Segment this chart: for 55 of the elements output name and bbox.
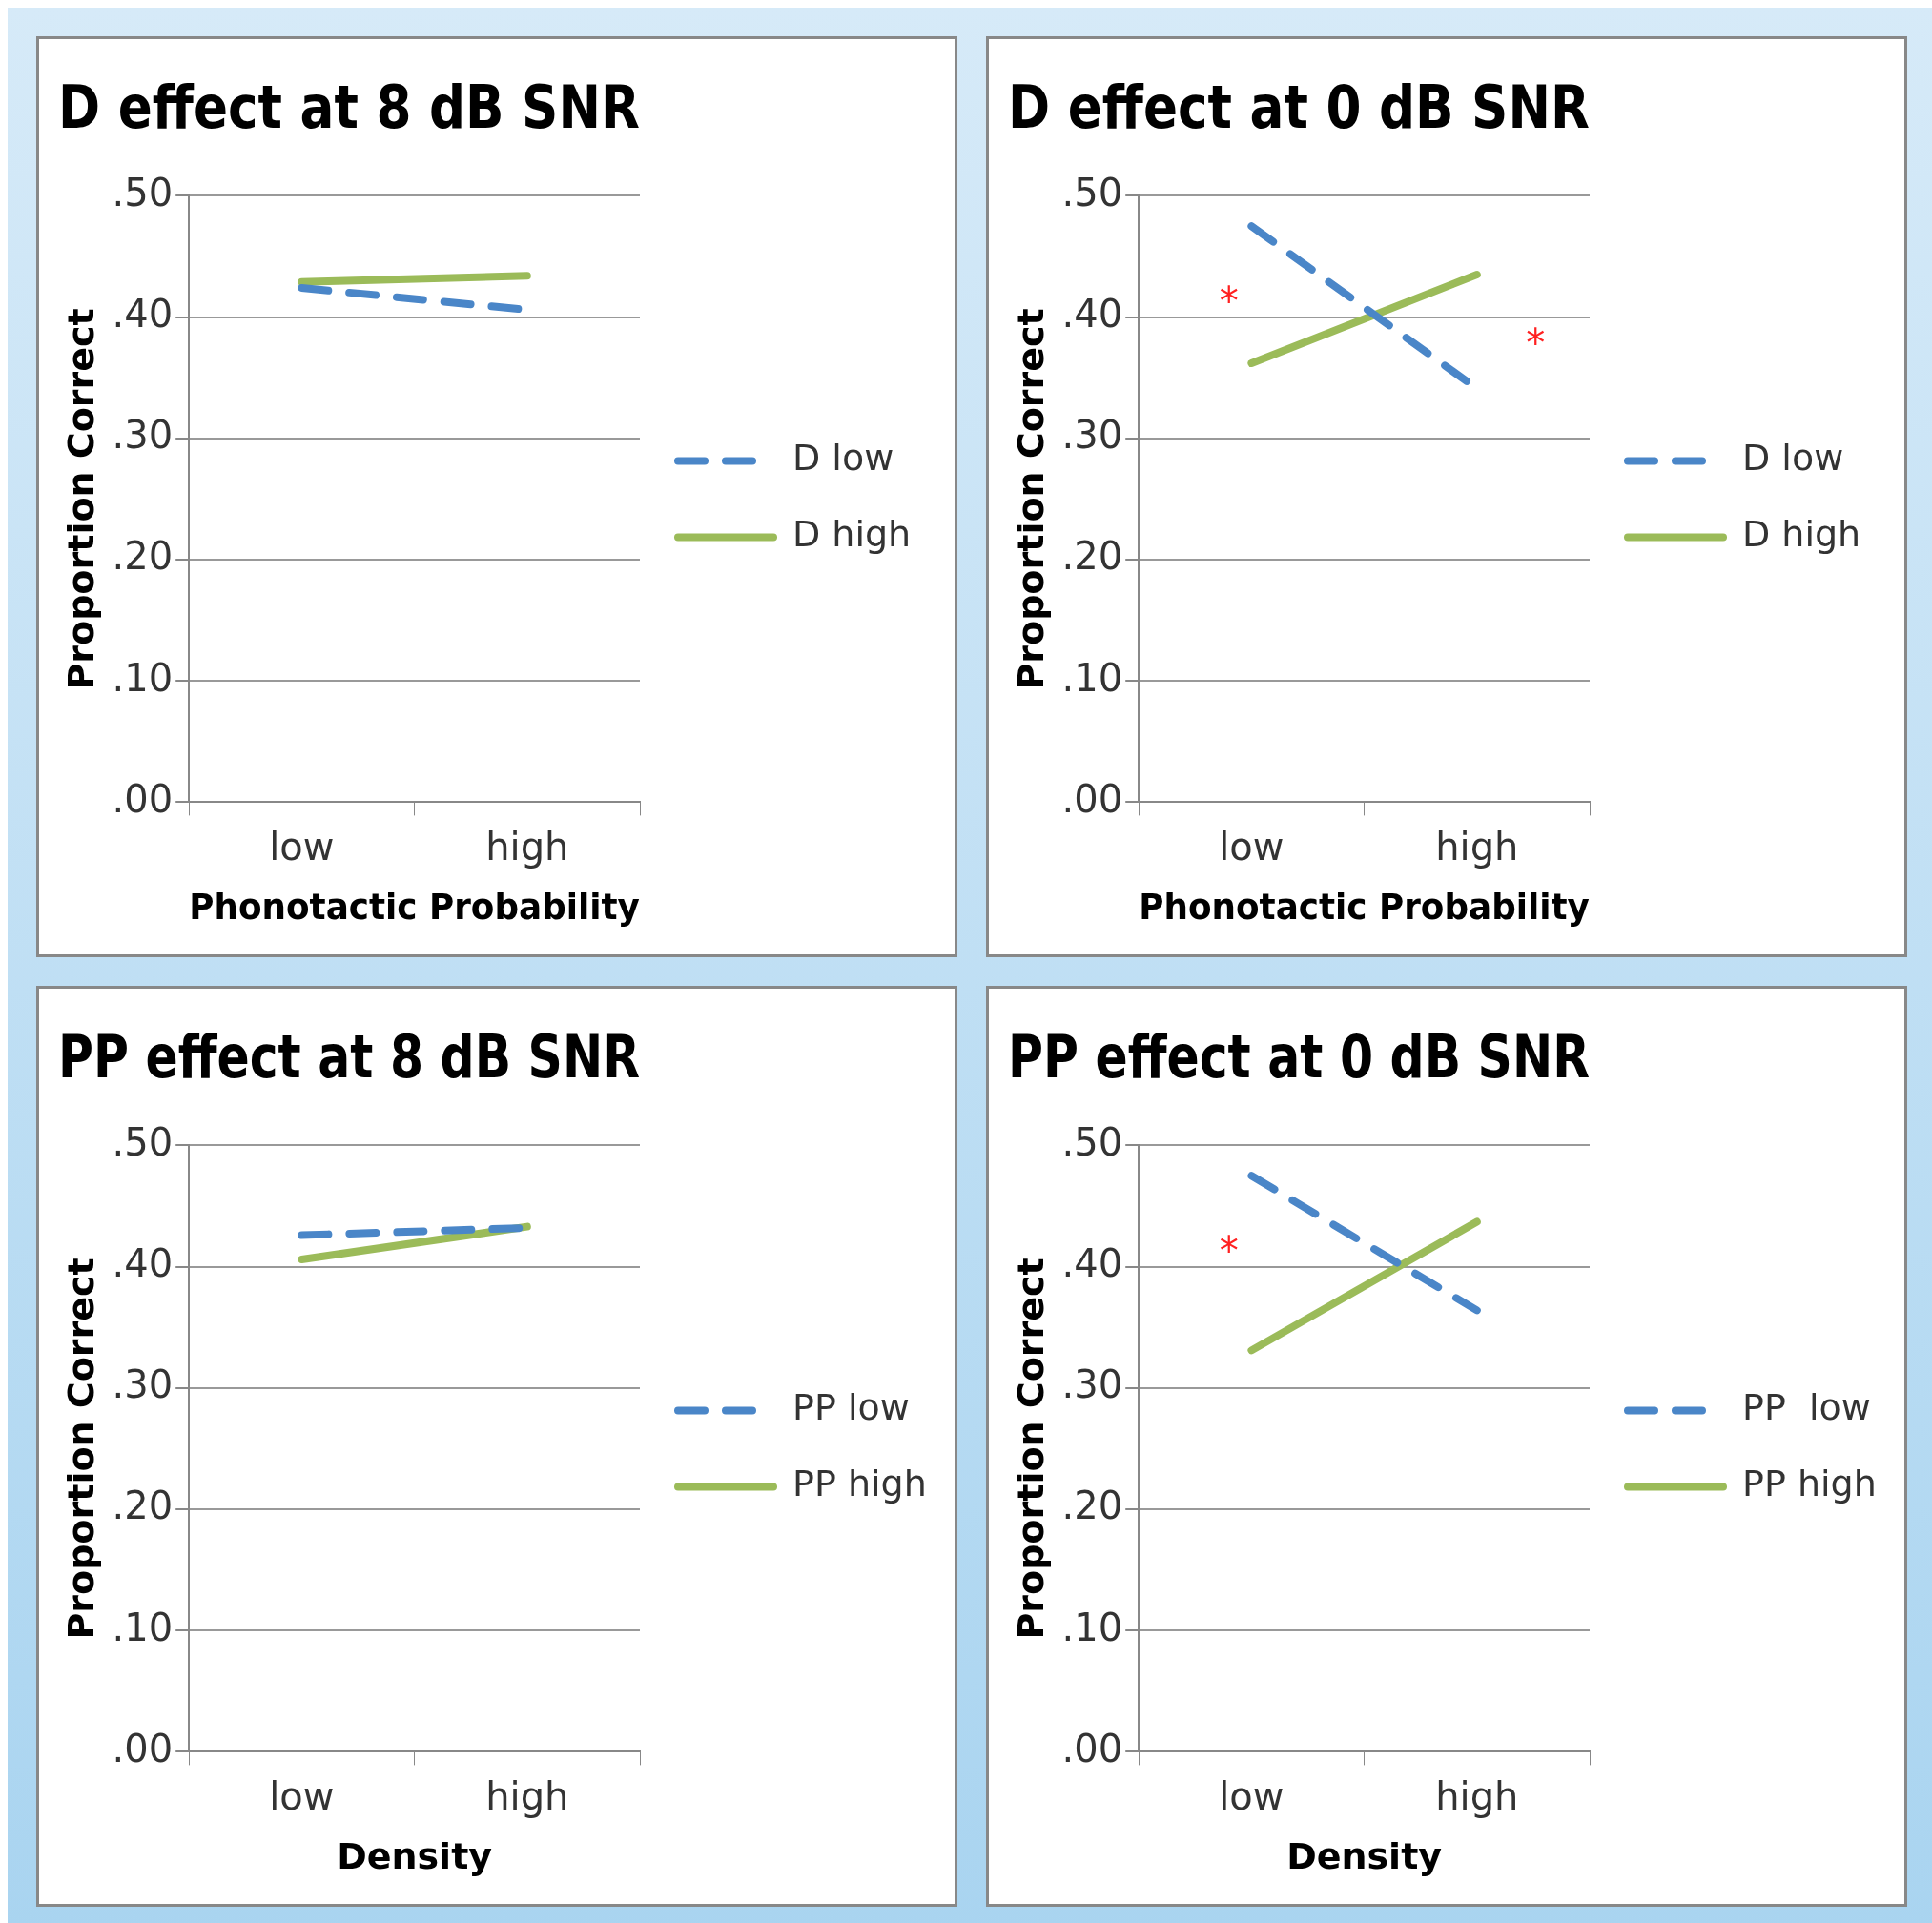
y-tick-label: .00 (1061, 776, 1123, 821)
y-tick-label: .20 (1061, 534, 1123, 579)
x-tick-label: low (1219, 1773, 1285, 1818)
y-tick-label: .30 (1061, 1362, 1123, 1407)
annotation: * (1219, 278, 1239, 323)
y-tick-label: .20 (112, 1483, 174, 1528)
legend-label: PP high (792, 1463, 927, 1505)
y-tick-label: .50 (112, 1119, 174, 1164)
x-tick-label: high (485, 824, 569, 869)
y-tick-label: .40 (1061, 291, 1123, 336)
annotation: * (1219, 1228, 1239, 1273)
y-tick-label: .40 (112, 1240, 174, 1285)
y-tick-label: .20 (112, 534, 174, 579)
x-axis-title: Density (1286, 1835, 1443, 1878)
y-tick-label: .30 (112, 1362, 174, 1407)
y-tick-label: .10 (1061, 655, 1123, 700)
legend-label: D low (1742, 437, 1844, 480)
y-axis-title: Proportion Correct (1009, 308, 1052, 690)
x-tick-label: high (1435, 1773, 1519, 1818)
legend-label: PP high (1742, 1463, 1877, 1505)
chart-title: D effect at 0 dB SNR (1008, 72, 1590, 143)
legend-label: PP low (792, 1386, 910, 1429)
annotation: * (1526, 321, 1546, 366)
x-axis-title: Phonotactic Probability (1139, 886, 1590, 929)
legend-label: D high (1742, 513, 1861, 556)
x-tick-label: low (269, 824, 335, 869)
y-tick-label: .30 (112, 413, 174, 458)
legend-label: D high (792, 513, 912, 556)
y-axis-title: Proportion Correct (59, 1258, 102, 1640)
y-tick-label: .30 (1061, 413, 1123, 458)
y-tick-label: .10 (112, 655, 174, 700)
y-axis-title: Proportion Correct (59, 308, 102, 690)
y-tick-label: .00 (112, 776, 174, 821)
y-tick-label: .50 (112, 170, 174, 215)
x-tick-label: low (1219, 824, 1285, 869)
x-tick-label: high (1435, 824, 1519, 869)
chart-title: D effect at 8 dB SNR (58, 72, 640, 143)
y-axis-title: Proportion Correct (1009, 1258, 1052, 1640)
x-tick-label: high (485, 1773, 569, 1818)
y-tick-label: .20 (1061, 1483, 1123, 1528)
x-axis-title: Density (337, 1835, 493, 1878)
y-tick-label: .40 (1061, 1240, 1123, 1285)
x-axis-title: Phonotactic Probability (189, 886, 640, 929)
y-tick-label: .10 (112, 1605, 174, 1649)
chart-title: PP effect at 8 dB SNR (58, 1023, 640, 1092)
legend-label: PP low (1742, 1386, 1871, 1429)
y-tick-label: .40 (112, 291, 174, 336)
y-tick-label: .10 (1061, 1605, 1123, 1649)
y-tick-label: .50 (1061, 1119, 1123, 1164)
y-tick-label: .00 (112, 1726, 174, 1770)
legend-label: D low (792, 437, 894, 480)
x-tick-label: low (269, 1773, 335, 1818)
chart-title: PP effect at 0 dB SNR (1008, 1023, 1590, 1092)
y-tick-label: .50 (1061, 170, 1123, 215)
y-tick-label: .00 (1061, 1726, 1123, 1770)
